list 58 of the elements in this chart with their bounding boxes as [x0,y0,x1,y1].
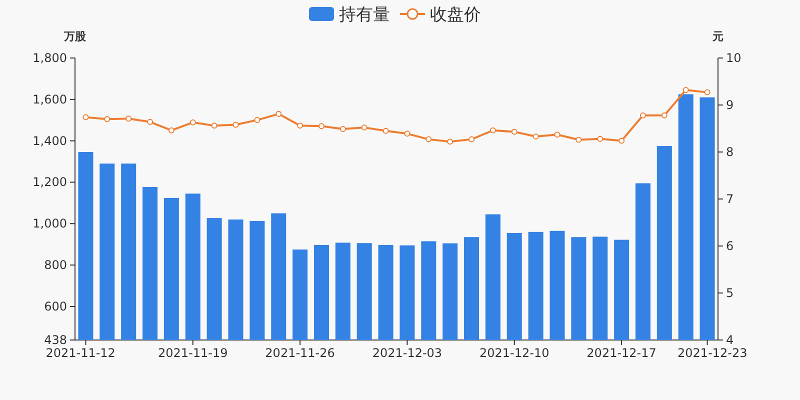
point [618,138,625,144]
point [640,112,646,118]
point [168,127,174,134]
y-tick-label: 438 [44,333,67,347]
y-axis-title: 万股 [63,30,87,43]
point [468,136,475,142]
point [297,122,304,129]
y-tick-label: 800 [44,258,67,272]
x-tick-label: 2021-12-10 [480,346,550,360]
point [82,114,89,120]
point [532,133,539,140]
point [661,112,668,118]
point [597,136,604,142]
x-tick-label: 2021-11-26 [265,346,335,360]
x-tick-label: 2021-12-17 [586,346,656,360]
point [190,119,196,126]
point [232,122,239,128]
point [404,130,410,137]
x-tick-label: 2021-12-23 [678,346,748,360]
x-tick-label: 2021-12-03 [372,346,442,360]
point [576,136,582,143]
y-tick-label: 600 [44,299,67,314]
point [147,118,154,125]
y-tick-label: 1,200 [32,175,67,190]
point [276,110,282,117]
y2-axis-title: 元 [712,30,724,43]
point [361,124,368,131]
point [511,128,518,135]
point [340,126,346,132]
y2-tick-label: 9 [726,98,734,112]
y-tick-label: 1,800 [32,51,67,65]
point [490,127,496,134]
x-tick-label: 2021-11-19 [158,346,228,360]
point [382,128,389,134]
y-tick-label: 1,400 [32,134,67,148]
point [704,89,710,96]
y2-tick-label: 5 [726,286,734,300]
legend-持有量: 持有量 [309,5,390,25]
point [104,116,110,122]
y2-tick-label: 8 [726,145,734,159]
point [682,86,689,93]
y2-tick-label: 7 [726,192,734,206]
legend-收盘价: 收盘价 [400,5,481,25]
y2-tick-label: 4 [726,333,734,347]
y2-tick-label: 10 [726,51,742,65]
point [254,117,260,124]
point [211,122,218,129]
point [554,132,560,138]
point [126,116,132,122]
legend-label: 持有量 [339,5,390,25]
y-tick-label: 1,000 [32,216,67,231]
x-tick-label: 2021-11-12 [46,346,116,360]
y2-tick-label: 6 [726,239,734,253]
point [318,123,324,130]
point [447,138,454,145]
legend-label: 收盘价 [430,5,481,25]
point [426,136,432,142]
y-tick-label: 1,600 [32,92,67,106]
